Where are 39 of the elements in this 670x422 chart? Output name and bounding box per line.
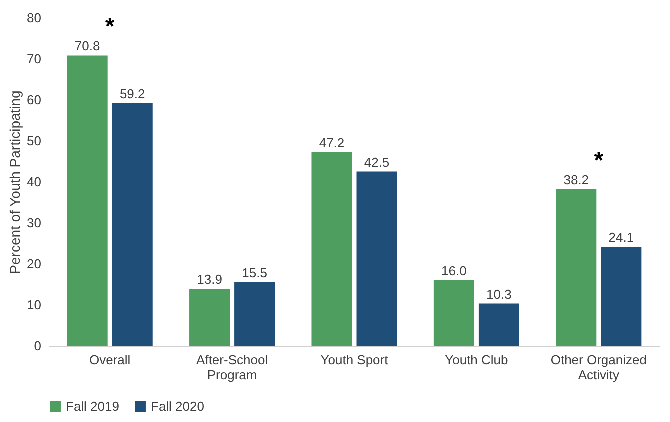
bar [67, 56, 108, 346]
data-label: 38.2 [564, 172, 590, 188]
y-tick-label: 60 [27, 92, 42, 108]
x-tick-label: After-School Program [196, 352, 268, 382]
bar [190, 289, 230, 346]
data-label: 24.1 [608, 230, 634, 246]
bar [478, 304, 520, 346]
y-tick-label: 0 [34, 338, 42, 354]
data-label: 10.3 [486, 286, 512, 302]
legend-label: Fall 2020 [151, 398, 204, 414]
x-tick-label: Overall [90, 352, 131, 368]
bar [312, 152, 352, 346]
y-tick-label: 70 [27, 52, 42, 66]
y-tick-label: 40 [27, 174, 42, 190]
bar [556, 189, 597, 346]
data-label: 47.2 [319, 135, 345, 150]
y-tick-label: 50 [27, 134, 42, 148]
bar [434, 280, 474, 346]
y-tick-label: 80 [27, 10, 42, 26]
data-label: 42.5 [364, 154, 390, 170]
annotation: * [105, 14, 116, 41]
x-tick-label: Other Organized Activity [550, 352, 647, 382]
x-tick-label: Youth Sport [320, 352, 389, 368]
bar [234, 282, 276, 346]
y-tick-label: 10 [27, 298, 42, 312]
legend-label: Fall 2019 [66, 398, 120, 414]
data-label: 15.5 [242, 265, 268, 280]
y-tick-label: 30 [27, 216, 42, 230]
y-tick-label: 20 [27, 256, 42, 272]
bar [112, 103, 153, 346]
data-label: 13.9 [197, 272, 222, 288]
bar [601, 247, 642, 346]
data-label: 70.8 [74, 38, 100, 54]
y-axis-title: Percent of Youth Participating [7, 90, 24, 274]
data-label: 16.0 [442, 263, 467, 278]
x-tick-label: Youth Club [445, 352, 508, 368]
data-label: 59.2 [120, 86, 146, 102]
annotation: * [594, 147, 604, 174]
bar [356, 172, 398, 346]
